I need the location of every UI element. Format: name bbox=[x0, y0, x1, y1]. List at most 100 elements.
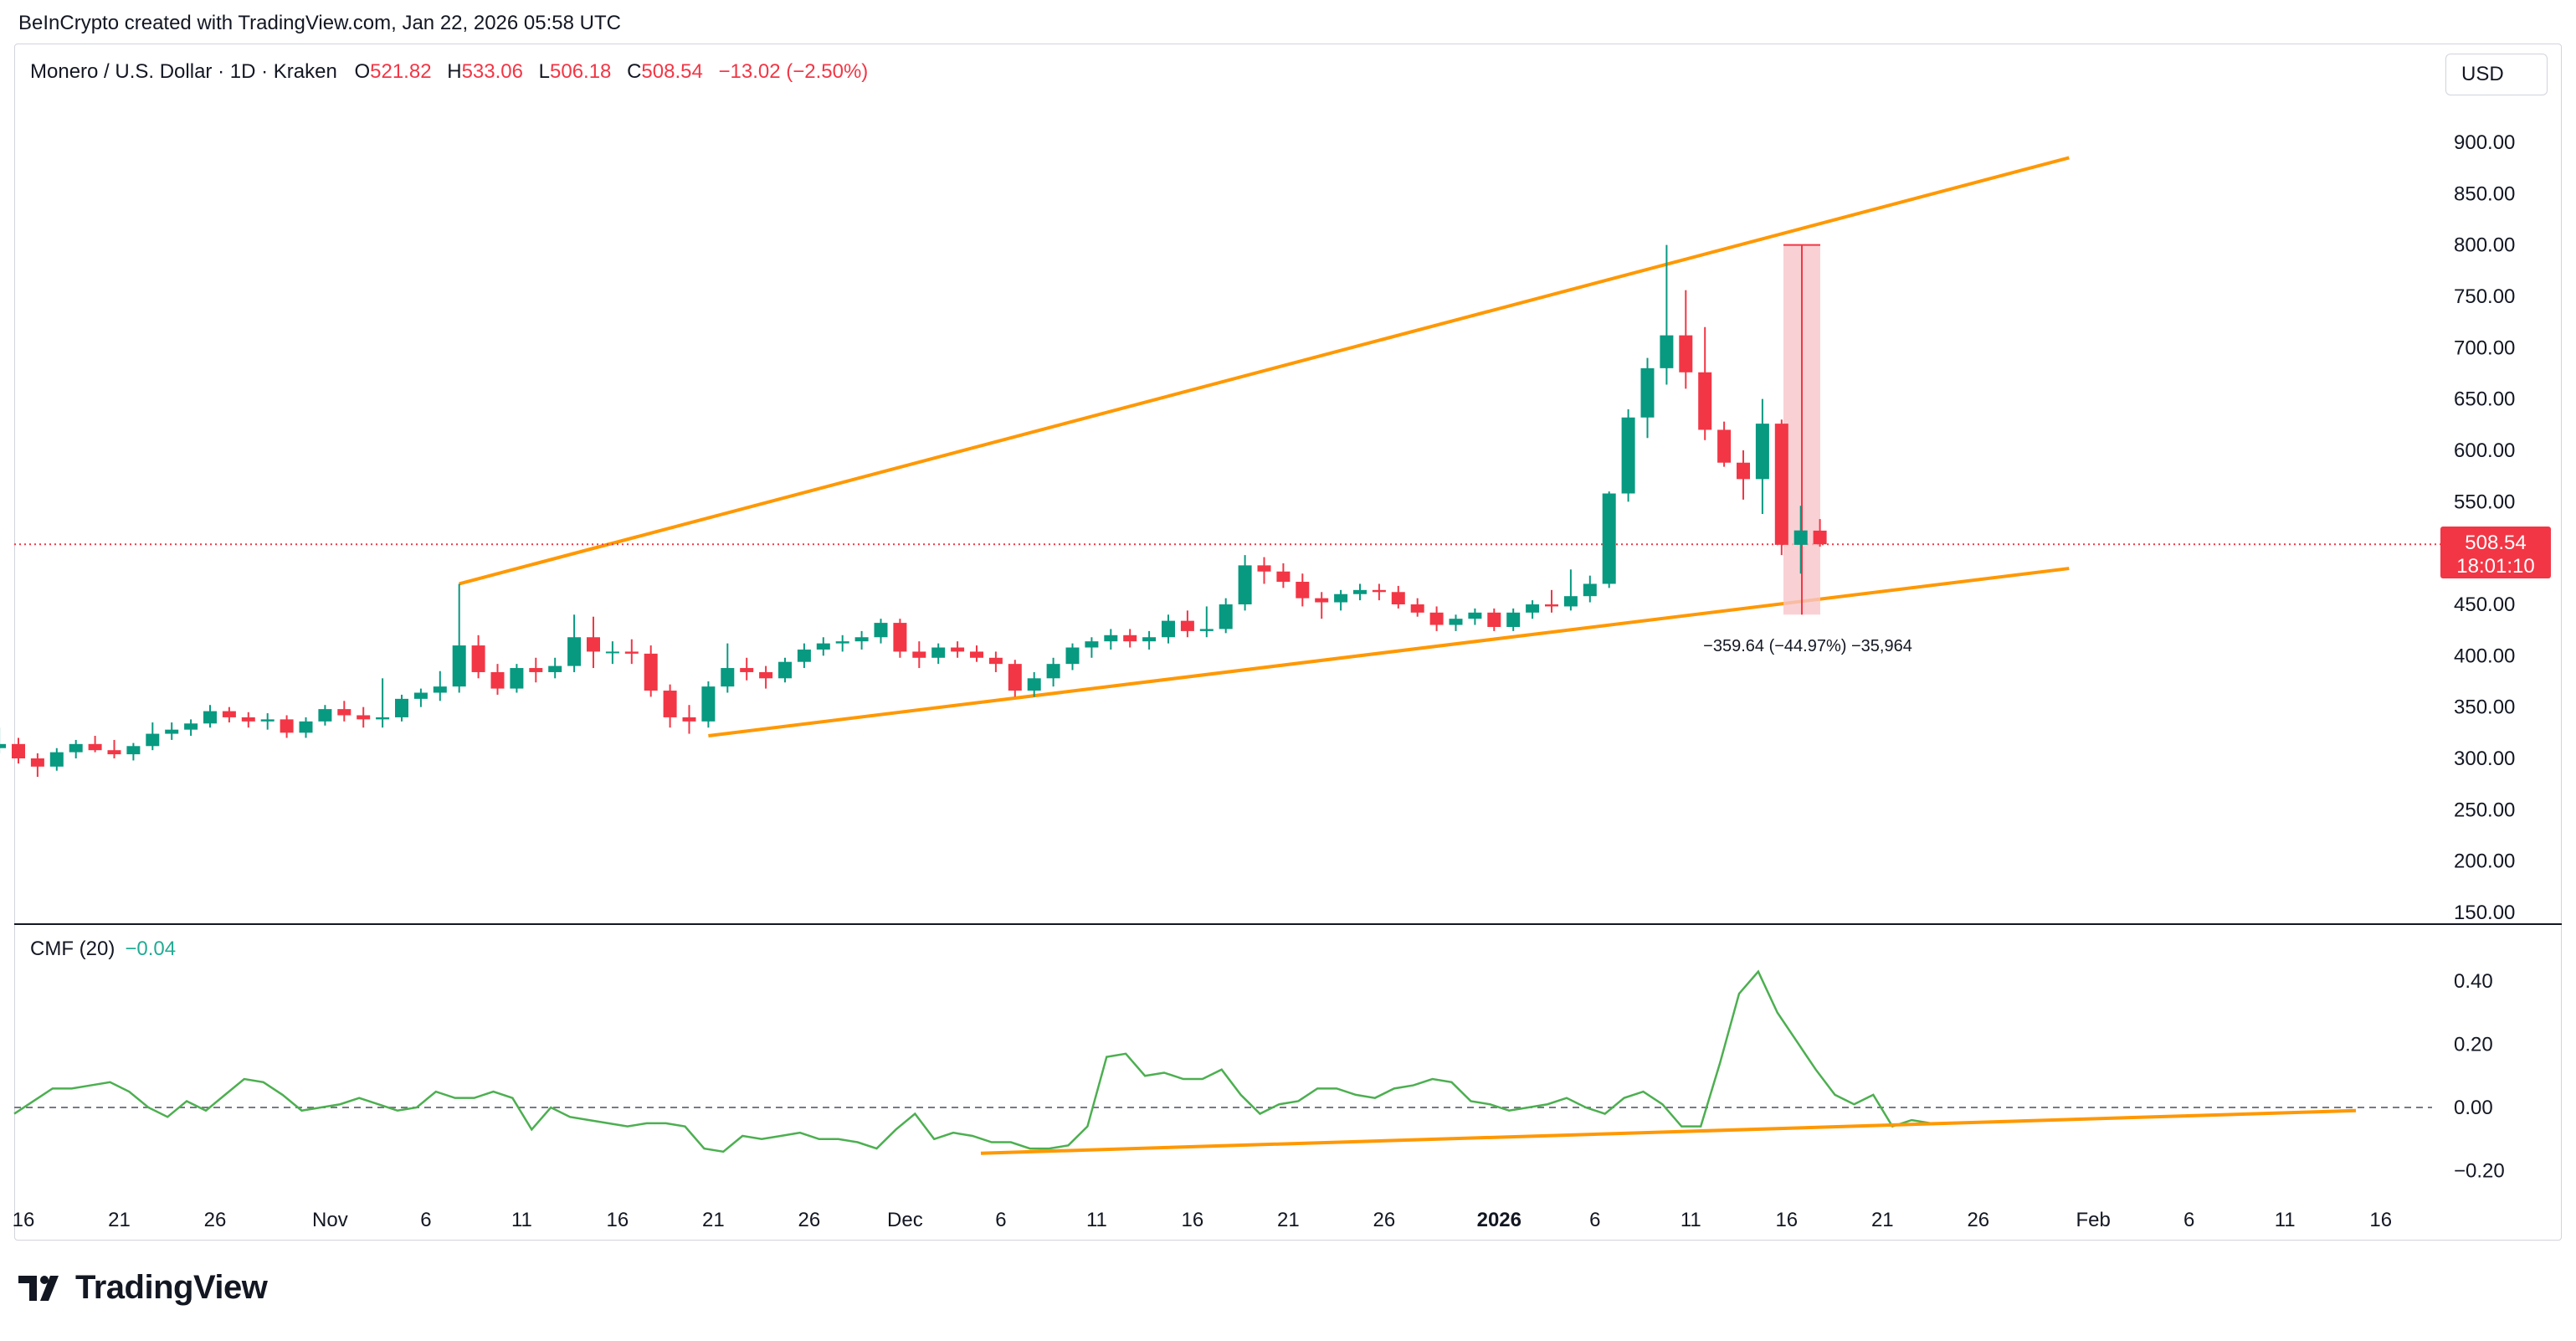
candle-body bbox=[452, 645, 466, 687]
candle-body bbox=[1008, 664, 1022, 691]
tradingview-logo[interactable]: TradingView bbox=[18, 1269, 268, 1307]
candle-body bbox=[1334, 593, 1348, 603]
trendline-lower bbox=[708, 567, 2070, 737]
candle-body bbox=[988, 657, 1003, 665]
x-tick-label: 21 bbox=[1277, 1209, 1300, 1231]
candle-body bbox=[12, 743, 25, 758]
candle-body bbox=[1545, 604, 1558, 607]
candle-body bbox=[1602, 493, 1616, 584]
candle-body bbox=[1717, 429, 1732, 463]
candle-body bbox=[529, 668, 543, 672]
candle-body bbox=[146, 733, 160, 747]
candle-body bbox=[126, 746, 141, 755]
candle-body bbox=[1085, 641, 1099, 648]
candle-body bbox=[107, 750, 121, 755]
x-tick-label: 6 bbox=[2183, 1209, 2194, 1231]
candle-body bbox=[1123, 635, 1137, 642]
low-label: L bbox=[538, 60, 550, 83]
close-label: C bbox=[627, 60, 642, 83]
candle-body bbox=[1698, 372, 1712, 430]
candle-body bbox=[1296, 582, 1310, 599]
x-tick-label: 2026 bbox=[1477, 1209, 1521, 1231]
x-tick-label: 16 bbox=[1182, 1209, 1204, 1231]
candle-body bbox=[1429, 612, 1444, 625]
open-label: O bbox=[354, 60, 371, 83]
tradingview-logo-icon bbox=[18, 1275, 59, 1301]
candle-body bbox=[1563, 596, 1578, 607]
candle-body bbox=[318, 709, 332, 722]
candle-body bbox=[1583, 583, 1597, 597]
cmf-trendline bbox=[980, 1108, 2357, 1155]
candle-body bbox=[165, 729, 179, 734]
candle-body bbox=[49, 752, 64, 767]
symbol-legend[interactable]: Monero / U.S. Dollar · 1D · Kraken O521.… bbox=[30, 60, 878, 84]
candle-body bbox=[490, 671, 505, 689]
candle-body bbox=[1621, 417, 1635, 494]
candle-body bbox=[1276, 571, 1291, 583]
candle-body bbox=[797, 649, 811, 662]
symbol-title: Monero / U.S. Dollar · 1D · Kraken bbox=[30, 60, 337, 83]
candle-body bbox=[1449, 619, 1463, 625]
candle-body bbox=[951, 647, 965, 652]
cmf-tick-label: 0.20 bbox=[2454, 1034, 2493, 1056]
price-tick-label: 300.00 bbox=[2454, 748, 2515, 770]
x-tick-label: Nov bbox=[312, 1209, 348, 1231]
candle-body bbox=[1257, 565, 1271, 572]
candle-body bbox=[835, 641, 849, 644]
cmf-tick-label: −0.20 bbox=[2454, 1160, 2505, 1183]
candle-body bbox=[1180, 620, 1194, 631]
candle-body bbox=[69, 743, 83, 753]
candle-body bbox=[1737, 462, 1750, 480]
candle-body bbox=[624, 651, 639, 654]
candle-body bbox=[1065, 647, 1080, 665]
candle-body bbox=[1755, 424, 1769, 480]
x-tick-label: 26 bbox=[798, 1209, 821, 1231]
candle-body bbox=[1027, 678, 1041, 691]
candle-body bbox=[1679, 335, 1693, 372]
last-price-countdown: 18:01:10 bbox=[2456, 555, 2534, 578]
currency-button[interactable]: USD bbox=[2445, 54, 2548, 95]
candle-body bbox=[471, 645, 485, 672]
candle-body bbox=[587, 637, 600, 652]
candle-body bbox=[1813, 530, 1827, 545]
candle-body bbox=[893, 623, 907, 652]
candle-body bbox=[931, 647, 946, 658]
x-tick-label: 11 bbox=[511, 1209, 532, 1231]
x-tick-label: 16 bbox=[13, 1209, 35, 1231]
candle-body bbox=[1353, 589, 1367, 594]
x-tick-label: Feb bbox=[2076, 1209, 2111, 1231]
candle-body bbox=[510, 668, 524, 689]
price-tick-label: 850.00 bbox=[2454, 182, 2515, 205]
x-tick-label: 6 bbox=[1589, 1209, 1600, 1231]
candle-body bbox=[778, 661, 792, 679]
logo-wordmark: TradingView bbox=[75, 1269, 268, 1306]
x-tick-label: 11 bbox=[1681, 1209, 1701, 1231]
candle-body bbox=[299, 721, 313, 733]
candle-body bbox=[337, 709, 352, 716]
price-tick-label: 750.00 bbox=[2454, 285, 2515, 308]
candle-body bbox=[241, 717, 255, 722]
candle-body bbox=[1640, 367, 1655, 418]
candle-body bbox=[1142, 637, 1157, 642]
low-value: 506.18 bbox=[550, 60, 612, 83]
price-tick-label: 400.00 bbox=[2454, 645, 2515, 667]
cmf-legend[interactable]: CMF (20) −0.04 bbox=[30, 938, 176, 961]
x-tick-label: Dec bbox=[887, 1209, 923, 1231]
price-tick-label: 150.00 bbox=[2454, 902, 2515, 924]
candle-body bbox=[357, 715, 371, 720]
price-tick-label: 250.00 bbox=[2454, 799, 2515, 821]
candle-body bbox=[682, 717, 696, 722]
x-tick-label: 6 bbox=[995, 1209, 1006, 1231]
candle-body bbox=[663, 691, 677, 717]
candle-body bbox=[644, 653, 658, 691]
x-tick-label: 6 bbox=[420, 1209, 431, 1231]
candle-body bbox=[970, 651, 983, 658]
x-tick-label: 21 bbox=[1871, 1209, 1894, 1231]
cmf-line bbox=[13, 969, 1932, 1153]
price-tick-label: 550.00 bbox=[2454, 491, 2515, 513]
x-tick-label: 21 bbox=[108, 1209, 131, 1231]
candle-body bbox=[203, 711, 217, 724]
candle-body bbox=[0, 743, 7, 748]
candle-body bbox=[1506, 612, 1521, 627]
